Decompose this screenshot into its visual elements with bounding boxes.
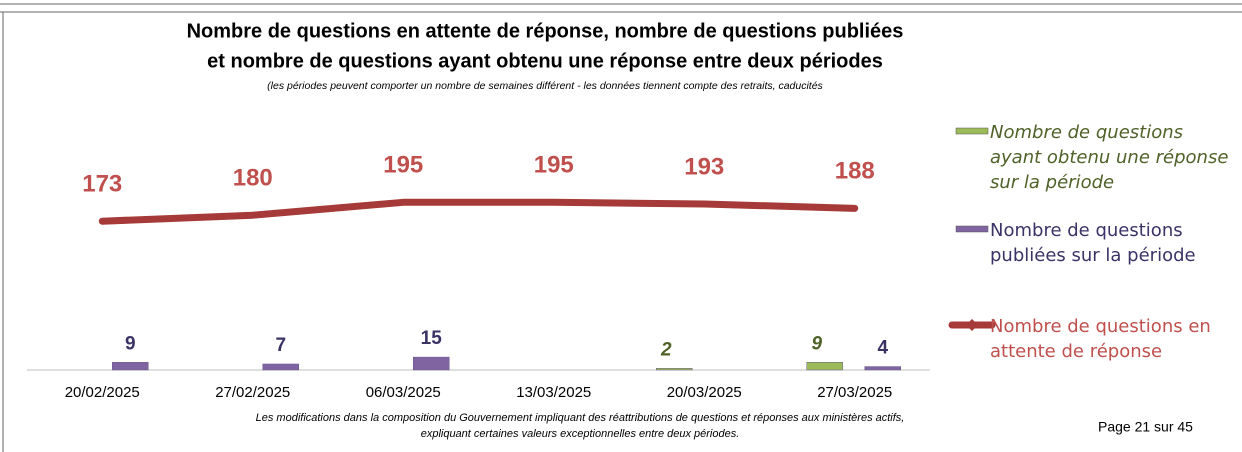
data-label: 15	[421, 328, 443, 349]
legend-label: Nombre de questions en attente de répons…	[990, 316, 1211, 362]
data-label: 9	[125, 333, 136, 354]
bar	[112, 362, 149, 371]
bar	[413, 356, 450, 371]
bar	[806, 362, 843, 371]
page-footer: Page 21 sur 45	[1098, 419, 1193, 435]
chart-subtitle: (les périodes peuvent comporter un nombr…	[267, 80, 823, 92]
chart-title: Nombre de questions en attente de répons…	[187, 20, 904, 42]
note: Les modifications dans la composition du…	[256, 412, 905, 424]
data-label: 180	[233, 165, 273, 192]
x-tick-label: 20/03/2025	[667, 384, 742, 401]
chart-title: et nombre de questions ayant obtenu une …	[207, 50, 883, 72]
line	[98, 198, 859, 225]
legend-swatch	[966, 319, 978, 331]
x-tick-label: 27/03/2025	[817, 384, 892, 401]
data-label: 188	[835, 158, 875, 185]
legend-label: Nombre de questions ayant obtenu une rép…	[990, 122, 1229, 193]
data-label: 9	[811, 333, 822, 354]
bar	[864, 366, 901, 371]
x-tick-label: 20/02/2025	[65, 384, 140, 401]
x-tick-label: 27/02/2025	[215, 384, 290, 401]
x-tick-label: 13/03/2025	[516, 384, 591, 401]
note: expliquant certaines valeurs exceptionne…	[421, 428, 740, 440]
x-tick-label: 06/03/2025	[366, 384, 441, 401]
bar	[262, 363, 299, 371]
data-label: 173	[82, 171, 122, 198]
data-label: 2	[660, 339, 672, 360]
bar	[656, 368, 693, 371]
data-label: 193	[684, 153, 724, 180]
data-label: 195	[383, 152, 423, 179]
legend-label: Nombre de questions publiées sur la péri…	[990, 220, 1196, 266]
data-label: 7	[275, 335, 286, 356]
legend-swatch	[955, 225, 989, 233]
data-label: 195	[534, 152, 574, 179]
data-label: 4	[877, 338, 888, 359]
legend-swatch	[955, 127, 989, 135]
